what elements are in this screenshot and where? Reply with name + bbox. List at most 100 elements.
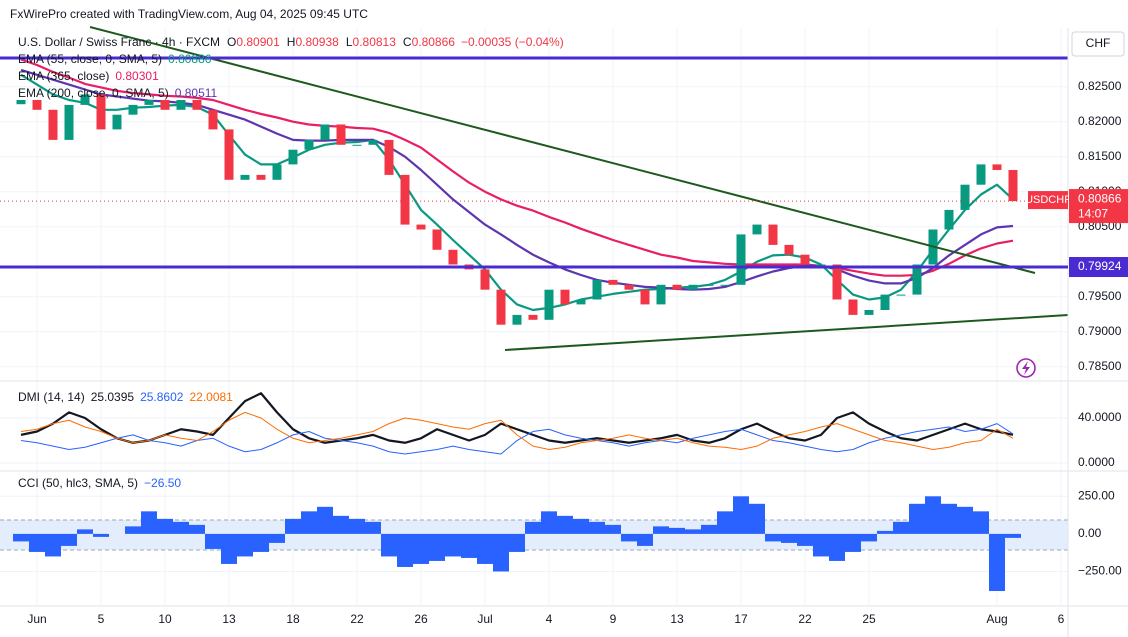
cci-bar [397, 533, 413, 567]
legend: EMA (55, close, 0, SMA, 5) 0.80886 [18, 52, 212, 66]
candle [224, 129, 234, 180]
cci-bar [477, 533, 493, 564]
alert-icon[interactable] [1016, 358, 1036, 378]
cci-bar [1005, 533, 1021, 538]
cci-bar [829, 533, 845, 561]
cci-bar [333, 515, 349, 534]
cci-bar [253, 533, 269, 552]
series-line [20, 411, 1014, 451]
candle [912, 264, 922, 295]
candle [880, 294, 890, 310]
cci-bar [909, 503, 925, 534]
candle [240, 174, 250, 180]
candle [192, 100, 202, 110]
cci-bar [653, 526, 669, 534]
candle [112, 114, 122, 130]
candle [288, 149, 298, 165]
candle [736, 234, 746, 285]
cci-bar [925, 496, 941, 534]
ticker: USDCHF [1025, 194, 1071, 206]
trendline [504, 314, 1069, 351]
candle [560, 289, 570, 305]
currency: CHF [1086, 36, 1111, 50]
legend-item: L [346, 35, 353, 49]
candle [368, 139, 378, 145]
x-tick-label: Jun [27, 612, 46, 626]
legend-item: 0.80938 [295, 35, 339, 49]
currency-button[interactable] [1071, 31, 1125, 57]
legend-item: CCI (50, hlc3, SMA, 5) [18, 476, 138, 490]
countdown: 14:07 [1078, 206, 1108, 220]
candle [576, 299, 586, 305]
legend-item: 0.80511 [175, 86, 218, 100]
cci-bar [717, 511, 733, 534]
x-tick-label: 4 [546, 612, 553, 626]
cci-bar [461, 533, 477, 558]
cci-bar [637, 533, 653, 546]
candle [864, 310, 874, 315]
candle [400, 174, 410, 225]
cci-bar [29, 533, 45, 552]
cci-bar [141, 511, 157, 534]
y-tick-label: 0.0000 [1078, 455, 1115, 469]
candle [720, 284, 730, 286]
candle [688, 284, 698, 290]
y-tick-label: 0.81500 [1078, 149, 1122, 163]
candle [304, 139, 314, 150]
cci-bar [813, 533, 829, 557]
cci-bar [525, 521, 541, 534]
series-line [20, 392, 1014, 444]
candle [272, 164, 282, 180]
cci-bar [301, 511, 317, 534]
cci-bar [685, 529, 701, 534]
alert-icon-bolt [1022, 361, 1030, 375]
series-line [20, 423, 1014, 455]
candle [64, 104, 74, 140]
trendline [89, 26, 1036, 274]
watermark: FxWirePro created with TradingView.com, … [10, 7, 368, 21]
legend-item: 25.8602 [140, 390, 184, 404]
candle [704, 284, 714, 286]
y-tick-label: 0.00 [1078, 526, 1102, 540]
cci-bar [893, 521, 909, 534]
price-label: 0.80866 [1078, 191, 1122, 205]
candle [1008, 170, 1018, 202]
cci-bar [989, 533, 1005, 592]
plot-area [13, 58, 1021, 592]
cci-bar [541, 511, 557, 534]
candle [448, 249, 458, 265]
x-tick-label: 18 [286, 612, 300, 626]
cci-bar [605, 524, 621, 534]
candle [496, 289, 506, 325]
x-tick-label: 13 [222, 612, 236, 626]
candle [544, 289, 554, 320]
cci-bar [877, 530, 893, 534]
candle [384, 139, 394, 175]
series-line [20, 68, 1014, 291]
cci-bar [973, 511, 989, 534]
x-tick-label: 17 [734, 612, 748, 626]
cci-bar [957, 506, 973, 534]
x-tick-label: 26 [414, 612, 428, 626]
legend-item: U.S. Dollar / Swiss Franc · 4h · FXCM [18, 35, 220, 49]
x-tick-label: Jul [477, 612, 492, 626]
candle [528, 314, 538, 320]
y-tick-label: 0.82000 [1078, 114, 1122, 128]
cci-bar [93, 533, 109, 537]
legend-item: −26.50 [144, 476, 181, 490]
candle [16, 100, 26, 105]
legend: U.S. Dollar / Swiss Franc · 4h · FXCM O 0.… [18, 35, 564, 49]
candle [608, 279, 618, 285]
cci-bar [61, 533, 77, 546]
candle [320, 124, 330, 140]
candle [992, 164, 1002, 170]
cci-bar [285, 518, 301, 534]
candle [176, 100, 186, 110]
cci-bar [861, 533, 877, 542]
candle [784, 244, 794, 255]
legend-item: O [227, 35, 236, 49]
cci-bar [381, 533, 397, 557]
cci-bar [573, 518, 589, 534]
y-tick-label: 0.82500 [1078, 79, 1122, 93]
candle [592, 279, 602, 300]
